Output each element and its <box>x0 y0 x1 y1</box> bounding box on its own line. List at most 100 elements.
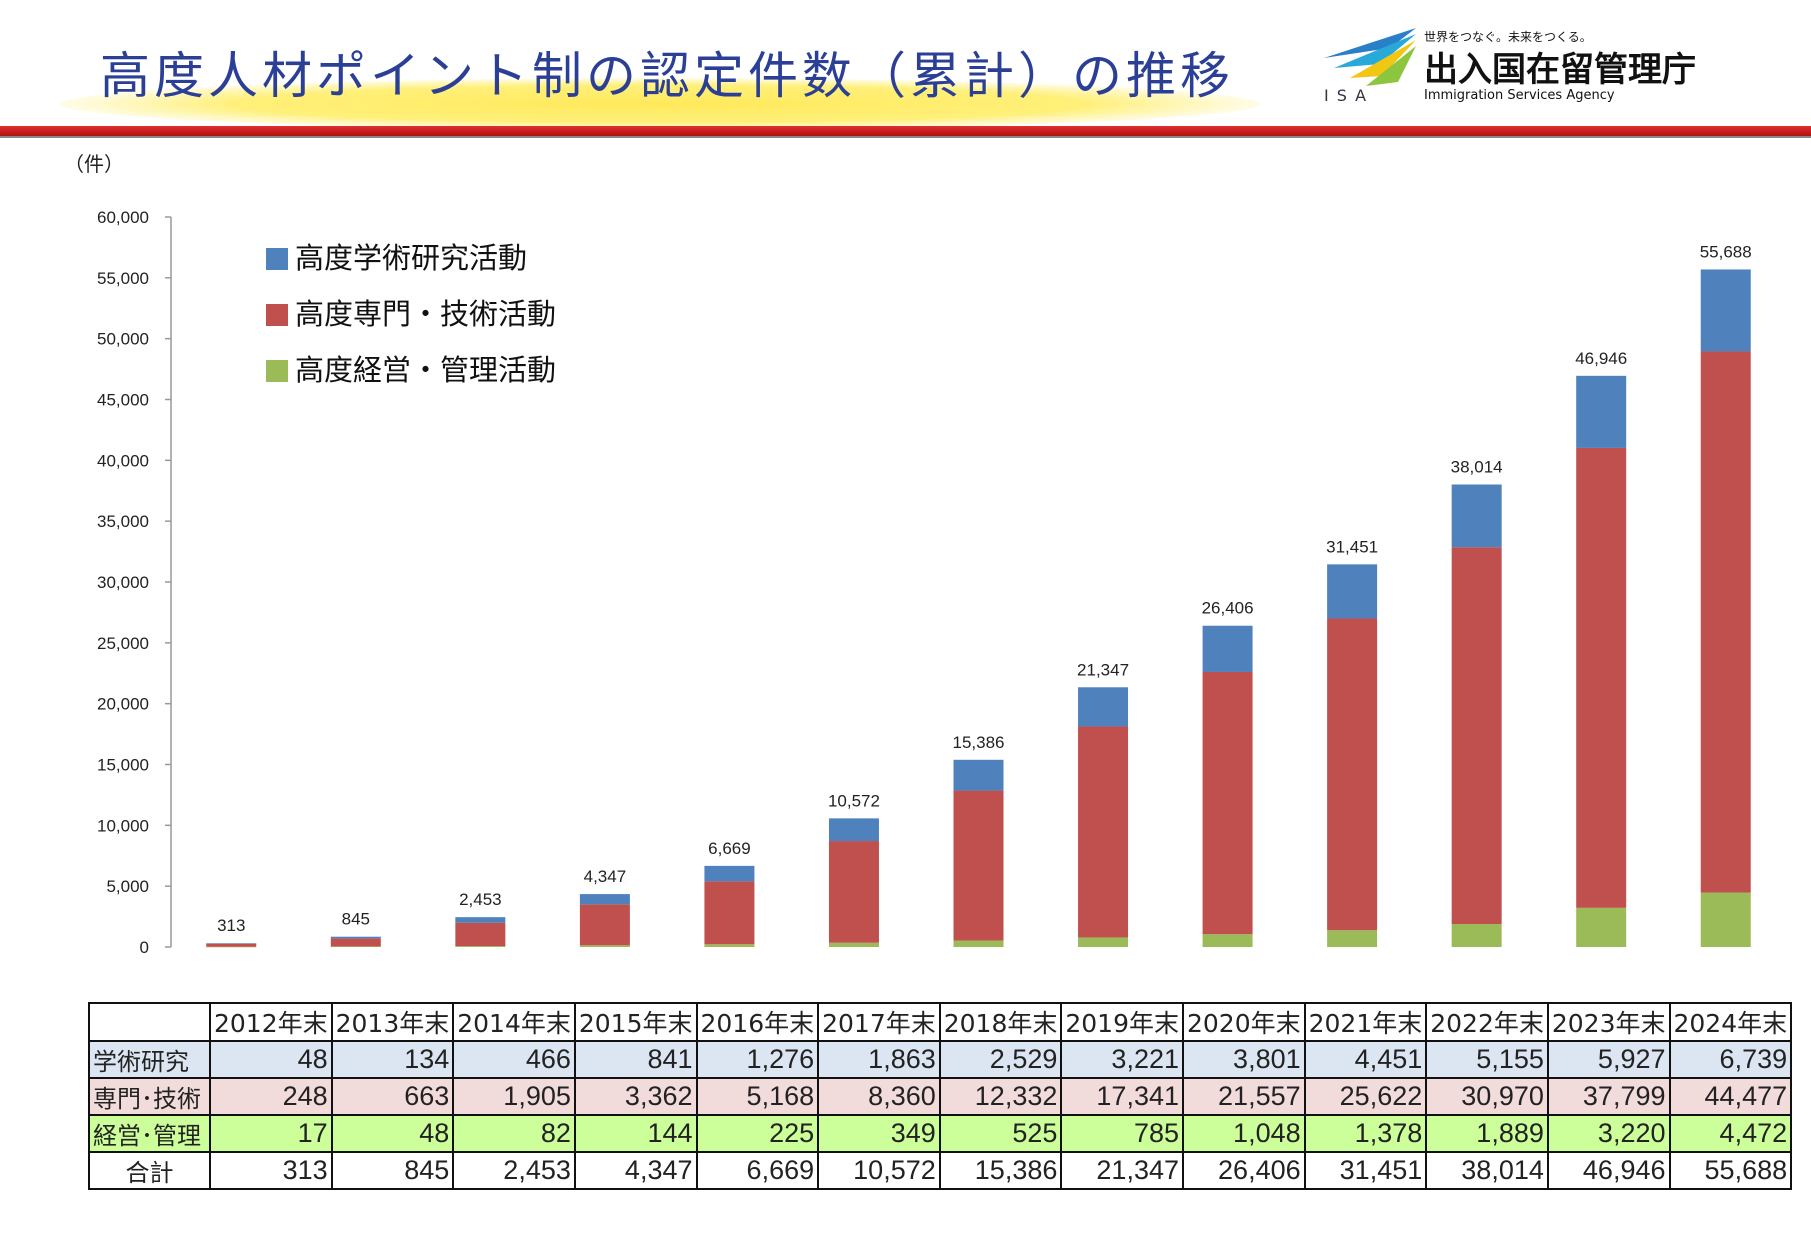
table-cell: 3,362 <box>573 1077 698 1116</box>
bar-total-label: 15,386 <box>953 733 1005 752</box>
bar-segment-professional <box>1700 351 1751 893</box>
bar-segment-academic <box>330 936 381 939</box>
bar-total-label: 6,669 <box>708 839 751 858</box>
bar-segment-academic <box>206 943 257 944</box>
table-cell: 38,014 <box>1425 1151 1549 1190</box>
bar-segment-academic <box>1576 375 1627 448</box>
table-cell: 3,220 <box>1546 1114 1671 1153</box>
y-tick-label: 10,000 <box>97 816 149 835</box>
bar-total-label: 26,406 <box>1202 599 1254 618</box>
bar-segment-management <box>1700 892 1751 947</box>
bar-segment-academic <box>1451 484 1502 548</box>
table-cell: 46,946 <box>1546 1151 1671 1190</box>
table-header-row: 2012年末 2013年末 2014年末 2015年末 2016年末 2017年末 2018… <box>88 1002 1793 1042</box>
page-title: 高度人材ポイント制の認定件数（累計）の推移 <box>100 47 1234 105</box>
table-row-academic: 学術研究 48 134 466 841 1,276 1,863 2,529 3,221 3,801… <box>88 1040 1793 1079</box>
bar-segment-academic <box>953 759 1004 791</box>
table-cell: 466 <box>452 1040 576 1079</box>
table-cell: 134 <box>330 1040 455 1079</box>
logo-abbr: ISA <box>1324 86 1375 105</box>
legend-swatch-management <box>266 360 288 382</box>
y-tick-label: 0 <box>140 938 149 957</box>
table-row-total: 合計 313 845 2,453 4,347 6,669 10,572 15,386 21,34… <box>88 1151 1793 1190</box>
y-tick-label: 25,000 <box>97 634 149 653</box>
table-cell: 44,477 <box>1668 1077 1793 1116</box>
bar-segment-academic <box>1700 269 1751 352</box>
table-cell: 48 <box>209 1040 333 1079</box>
bar-total-label: 55,688 <box>1700 242 1752 261</box>
bar-segment-academic <box>828 818 879 842</box>
table-row-header: 合計 <box>88 1151 211 1190</box>
bar-segment-academic <box>579 894 630 905</box>
bar-segment-professional <box>330 938 381 947</box>
bar-segment-professional <box>1202 671 1253 935</box>
y-tick-label: 50,000 <box>97 330 149 349</box>
bar-segment-management <box>1451 924 1502 947</box>
table-cell: 6,669 <box>695 1151 820 1190</box>
table-column-header: 2016年末 <box>695 1002 820 1042</box>
y-tick-label: 15,000 <box>97 756 149 775</box>
table-column-header: 2017年末 <box>817 1002 941 1042</box>
title-banner: 高度人材ポイント制の認定件数（累計）の推移 <box>60 30 1260 140</box>
table-column-header: 2020年末 <box>1182 1002 1306 1042</box>
bar-segment-professional <box>579 904 630 946</box>
y-tick-label: 45,000 <box>97 391 149 410</box>
table-cell: 785 <box>1060 1114 1184 1153</box>
y-tick-label: 60,000 <box>97 208 149 227</box>
logo-mark-icon <box>1324 28 1416 86</box>
bar-segment-professional <box>953 790 1004 941</box>
table-cell: 841 <box>573 1040 698 1079</box>
table-cell: 55,688 <box>1668 1151 1793 1190</box>
legend-swatch-professional <box>266 304 288 326</box>
table-cell: 26,406 <box>1182 1151 1306 1190</box>
table-cell: 3,221 <box>1060 1040 1184 1079</box>
bar-segment-management <box>1078 937 1129 947</box>
bar-segment-management <box>579 945 630 947</box>
table-row-pro: 専門･技術 248 663 1,905 3,362 5,168 8,360 12,332 17,… <box>88 1077 1793 1116</box>
table-cell: 21,557 <box>1182 1077 1306 1116</box>
bar-segment-professional <box>1078 726 1129 938</box>
table-cell: 5,155 <box>1425 1040 1549 1079</box>
bar-segment-professional <box>1327 618 1378 931</box>
bar-total-label: 4,347 <box>584 867 627 886</box>
bar-segment-professional <box>206 943 257 947</box>
bar-segment-academic <box>1202 625 1253 672</box>
bar-segment-professional <box>704 881 755 945</box>
table-column-header: 2018年末 <box>938 1002 1063 1042</box>
logo-tagline: 世界をつなぐ。未来をつくる。 <box>1424 30 1592 44</box>
table-column-header: 2015年末 <box>573 1002 698 1042</box>
title-highlight <box>60 78 1260 130</box>
table-cell: 3,801 <box>1182 1040 1306 1079</box>
table-cell: 1,048 <box>1182 1114 1306 1153</box>
header-divider <box>0 126 1811 138</box>
table-column-header: 2013年末 <box>330 1002 455 1042</box>
table-cell: 8,360 <box>817 1077 941 1116</box>
table-cell: 4,472 <box>1668 1114 1793 1153</box>
table-cell: 82 <box>452 1114 576 1153</box>
bar-segment-academic <box>455 917 506 923</box>
bar-total-label: 31,451 <box>1326 537 1378 556</box>
table-cell: 1,378 <box>1303 1114 1428 1153</box>
table-cell: 30,970 <box>1425 1077 1549 1116</box>
agency-logo: 世界をつなぐ。未来をつくる。 出入国在留管理庁 Immigration Serv… <box>1320 24 1780 114</box>
table-column-header: 2012年末 <box>209 1002 333 1042</box>
table-cell: 37,799 <box>1546 1077 1671 1116</box>
stacked-bar-chart: 0 5,000 10,000 15,000 20,000 25,000 30,000 35,0… <box>97 208 1752 957</box>
table-cell: 1,276 <box>695 1040 820 1079</box>
bar-total-label: 21,347 <box>1077 660 1129 679</box>
table-cell: 663 <box>330 1077 455 1116</box>
bar-total-label: 845 <box>342 910 370 929</box>
y-tick-label: 30,000 <box>97 573 149 592</box>
table-corner-cell <box>88 1002 211 1042</box>
logo-org-name: 出入国在留管理庁 <box>1424 50 1696 90</box>
table-cell: 15,386 <box>938 1151 1063 1190</box>
table-cell: 2,453 <box>452 1151 576 1190</box>
y-tick-label: 40,000 <box>97 451 149 470</box>
bar-segment-professional <box>1576 447 1627 908</box>
table-cell: 6,739 <box>1668 1040 1793 1079</box>
bar-segment-management <box>1576 907 1627 947</box>
table-cell: 845 <box>330 1151 455 1190</box>
table-column-header: 2022年末 <box>1425 1002 1549 1042</box>
table-cell: 4,451 <box>1303 1040 1428 1079</box>
bar-segment-management <box>206 946 257 948</box>
